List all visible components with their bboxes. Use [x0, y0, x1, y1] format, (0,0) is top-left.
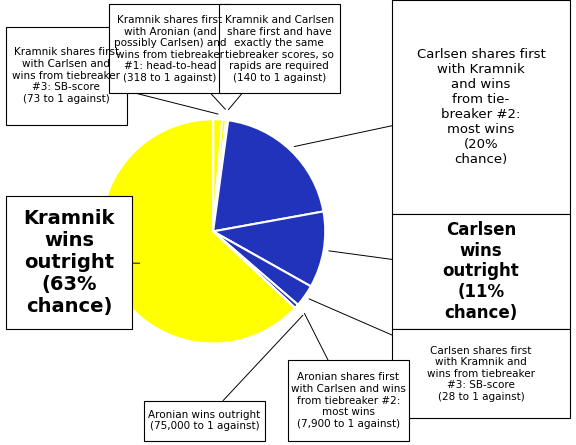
Text: Kramnik and Carlsen
share first and have
exactly the same
tiebreaker scores, so
: Kramnik and Carlsen share first and have…: [225, 15, 334, 83]
Text: Carlsen shares first
with Kramnik
and wins
from tie-
breaker #2:
most wins
(20%
: Carlsen shares first with Kramnik and wi…: [416, 48, 545, 166]
Wedge shape: [213, 231, 311, 305]
Wedge shape: [101, 119, 295, 344]
Wedge shape: [213, 119, 222, 231]
Text: Aronian shares first
with Carlsen and wins
from tiebreaker #2:
most wins
(7,900 : Aronian shares first with Carlsen and wi…: [291, 372, 406, 429]
Wedge shape: [213, 231, 298, 308]
Text: Carlsen shares first
with Kramnik and
wins from tiebreaker
#3: SB-score
(28 to 1: Carlsen shares first with Kramnik and wi…: [427, 346, 535, 402]
Text: Aronian wins outright
(75,000 to 1 against): Aronian wins outright (75,000 to 1 again…: [149, 410, 260, 431]
Text: Carlsen
wins
outright
(11%
chance): Carlsen wins outright (11% chance): [442, 221, 520, 322]
Wedge shape: [213, 120, 228, 231]
Wedge shape: [213, 120, 226, 231]
Text: Kramnik
wins
outright
(63%
chance): Kramnik wins outright (63% chance): [24, 209, 115, 316]
Text: Kramnik shares first
with Aronian (and
possibly Carlsen) and
wins from tiebreake: Kramnik shares first with Aronian (and p…: [113, 15, 226, 83]
Wedge shape: [213, 120, 324, 231]
Wedge shape: [213, 231, 295, 308]
Text: Kramnik shares first
with Carlsen and
wins from tiebreaker
#3: SB-score
(73 to 1: Kramnik shares first with Carlsen and wi…: [12, 48, 120, 104]
Wedge shape: [213, 211, 325, 286]
